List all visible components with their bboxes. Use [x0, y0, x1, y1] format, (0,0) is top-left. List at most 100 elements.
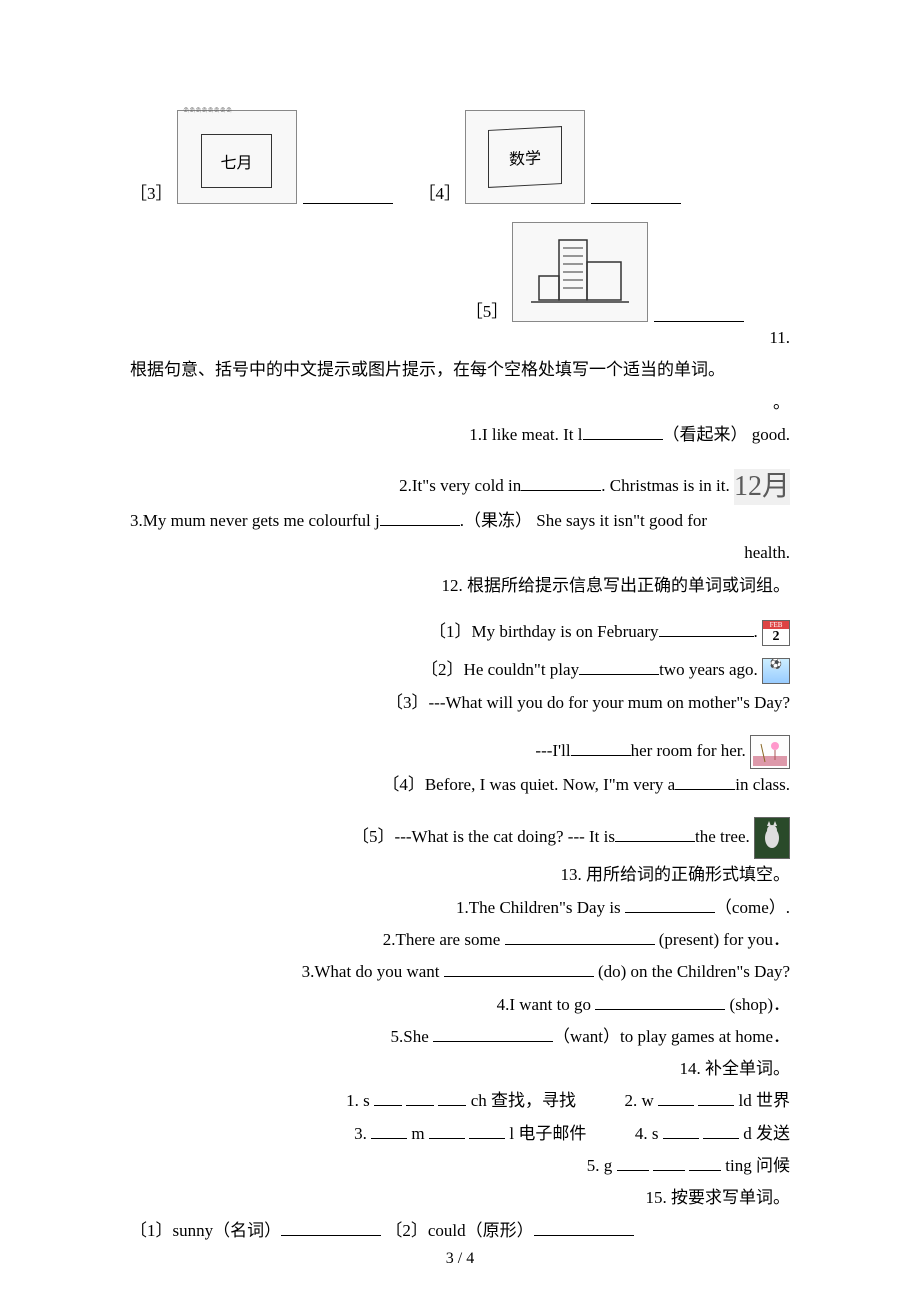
- q14-r1-blank4[interactable]: [658, 1089, 694, 1106]
- q12-l1-blank[interactable]: [659, 620, 754, 637]
- calendar-day: 2: [763, 629, 789, 645]
- q12-l2-blank[interactable]: [579, 658, 659, 675]
- q15-l1a: 〔1〕sunny（名词）: [130, 1221, 281, 1240]
- q15-l1-blank2[interactable]: [534, 1219, 634, 1236]
- q14-r3a: 5. g: [587, 1156, 617, 1175]
- q12-l2a: 〔2〕He couldn"t play: [421, 660, 579, 679]
- q14-r2-blank1[interactable]: [371, 1122, 407, 1139]
- blank-3[interactable]: [303, 185, 393, 204]
- q14-r2c1: 3. m l 电子邮件: [354, 1118, 586, 1150]
- bracket-5: ［5］: [466, 297, 509, 322]
- blank-4[interactable]: [591, 185, 681, 204]
- q14-r2-blank4[interactable]: [663, 1122, 699, 1139]
- image-box-building: [512, 222, 648, 322]
- q12-l2b: two years ago.: [659, 660, 758, 679]
- q12-l3r: ---I'llher room for her.: [130, 735, 790, 769]
- q12-l4-blank[interactable]: [675, 773, 735, 790]
- q12-l1a: 〔1〕My birthday is on February: [429, 622, 658, 641]
- q11-l2-blank[interactable]: [521, 474, 601, 491]
- image-row-5: ［5］: [130, 222, 790, 322]
- q11-l1-blank[interactable]: [583, 423, 663, 440]
- july-label: 七月: [201, 134, 271, 188]
- q13-l1: 1.The Children"s Day is （come）.: [130, 892, 790, 924]
- q13-l1a: 1.The Children"s Day is: [456, 898, 625, 917]
- q14-r3c1: 5. g ting 问候: [587, 1150, 790, 1182]
- q13-title: 13. 用所给词的正确形式填空。: [130, 859, 790, 891]
- q11-dot: 。: [130, 387, 790, 419]
- q14-r2c2: 4. s d 发送: [635, 1118, 790, 1150]
- q14-row1: 1. s ch 查找，寻找 2. w ld 世界: [130, 1085, 790, 1117]
- q13-l1-blank[interactable]: [625, 896, 715, 913]
- bracket-3: ［3］: [130, 179, 173, 204]
- q12-l5-blank[interactable]: [615, 825, 695, 842]
- q12-l1: 〔1〕My birthday is on February. FEB 2: [130, 616, 790, 648]
- image-box-july: ෧෧෧෧෧෧෧෧ 七月: [177, 110, 297, 204]
- q14-r3-blank1[interactable]: [617, 1154, 649, 1171]
- q14-r3-blank3[interactable]: [689, 1154, 721, 1171]
- q14-r1-blank3[interactable]: [438, 1089, 466, 1106]
- q11-l3b: .（果冻） She says it isn"t good for: [460, 511, 707, 530]
- q13-l5-blank[interactable]: [433, 1025, 553, 1042]
- q13-l2: 2.There are some (present) for you．: [130, 924, 790, 956]
- q11-instr: 根据句意、括号中的中文提示或图片提示，在每个空格处填写一个适当的单词。: [130, 354, 790, 386]
- q14-r2d: 4. s: [635, 1124, 663, 1143]
- q14-r1b: ch 查找，寻找: [466, 1091, 576, 1110]
- q14-row3: 5. g ting 问候: [130, 1150, 790, 1182]
- december-text: 12月: [734, 471, 790, 502]
- q13-l3: 3.What do you want (do) on the Children"…: [130, 956, 790, 988]
- q11-line3: 3.My mum never gets me colourful j.（果冻） …: [130, 505, 790, 537]
- q14-row2: 3. m l 电子邮件 4. s d 发送: [130, 1118, 790, 1150]
- q13-l5: 5.She （want）to play games at home．: [130, 1021, 790, 1053]
- q14-title: 14. 补全单词。: [130, 1053, 790, 1085]
- math-label: 数学: [488, 126, 562, 188]
- q14-r1c1: 1. s ch 查找，寻找: [346, 1085, 576, 1117]
- q11-line3c: health.: [130, 537, 790, 569]
- q13-l4: 4.I want to go (shop)．: [130, 989, 790, 1021]
- q13-l2b: (present) for you．: [655, 930, 791, 949]
- q12-title: 12. 根据所给提示信息写出正确的单词或词组。: [130, 570, 790, 602]
- q14-r1-blank5[interactable]: [698, 1089, 734, 1106]
- q14-r2-blank2[interactable]: [429, 1122, 465, 1139]
- worksheet-page: ［3］ ෧෧෧෧෧෧෧෧ 七月 ［4］ 数学 ［5］: [130, 110, 790, 1247]
- q14-r1d: ld 世界: [734, 1091, 790, 1110]
- clean-room-icon: [750, 735, 790, 769]
- december-icon: 12月: [734, 469, 790, 505]
- page-number: 3 / 4: [0, 1250, 920, 1268]
- q13-l5b: （want）to play games at home．: [553, 1027, 790, 1046]
- q14-r1a: 1. s: [346, 1091, 374, 1110]
- building-icon: [525, 232, 635, 312]
- notepad-spiral: ෧෧෧෧෧෧෧෧: [184, 105, 290, 115]
- q13-l3-blank[interactable]: [444, 960, 594, 977]
- q11-line1: 1.I like meat. It l（看起来） good.: [130, 419, 790, 451]
- q12-l2: 〔2〕He couldn"t playtwo years ago. ⚽: [130, 654, 790, 686]
- q14-r2-blank3[interactable]: [469, 1122, 505, 1139]
- q12-l5: 〔5〕---What is the cat doing? --- It isth…: [130, 817, 790, 859]
- q12-l5a: 〔5〕---What is the cat doing? --- It is: [352, 827, 615, 846]
- q12-l3r-b: her room for her.: [631, 741, 746, 760]
- q13-l2-blank[interactable]: [505, 928, 655, 945]
- q14-r3b: ting 问候: [721, 1156, 790, 1175]
- image-row-3-4: ［3］ ෧෧෧෧෧෧෧෧ 七月 ［4］ 数学: [130, 110, 790, 204]
- image-box-math: 数学: [465, 110, 585, 204]
- q12-l3r-blank[interactable]: [571, 739, 631, 756]
- q11-l1b: （看起来） good.: [663, 425, 791, 444]
- q13-l4a: 4.I want to go: [497, 995, 596, 1014]
- q11-l2b: . Christmas is in it.: [601, 476, 729, 495]
- q11-l3-blank[interactable]: [380, 509, 460, 526]
- q12-l4: 〔4〕Before, I was quiet. Now, I"m very ai…: [130, 769, 790, 801]
- q15-l1b: 〔2〕could（原形）: [385, 1221, 533, 1240]
- q13-l4-blank[interactable]: [595, 993, 725, 1010]
- q15-title: 15. 按要求写单词。: [130, 1182, 790, 1214]
- q14-r1-blank1[interactable]: [374, 1089, 402, 1106]
- cat-tree-icon: [754, 817, 790, 859]
- blank-5[interactable]: [654, 303, 744, 322]
- q14-r2e: d 发送: [739, 1124, 790, 1143]
- q14-r1-blank2[interactable]: [406, 1089, 434, 1106]
- q14-r2-blank5[interactable]: [703, 1122, 739, 1139]
- q13-l3b: (do) on the Children"s Day?: [594, 962, 790, 981]
- calendar-feb2-icon: FEB 2: [762, 620, 790, 646]
- q14-r3-blank2[interactable]: [653, 1154, 685, 1171]
- q13-l2a: 2.There are some: [383, 930, 505, 949]
- q14-r1c2: 2. w ld 世界: [624, 1085, 790, 1117]
- q15-l1-blank1[interactable]: [281, 1219, 381, 1236]
